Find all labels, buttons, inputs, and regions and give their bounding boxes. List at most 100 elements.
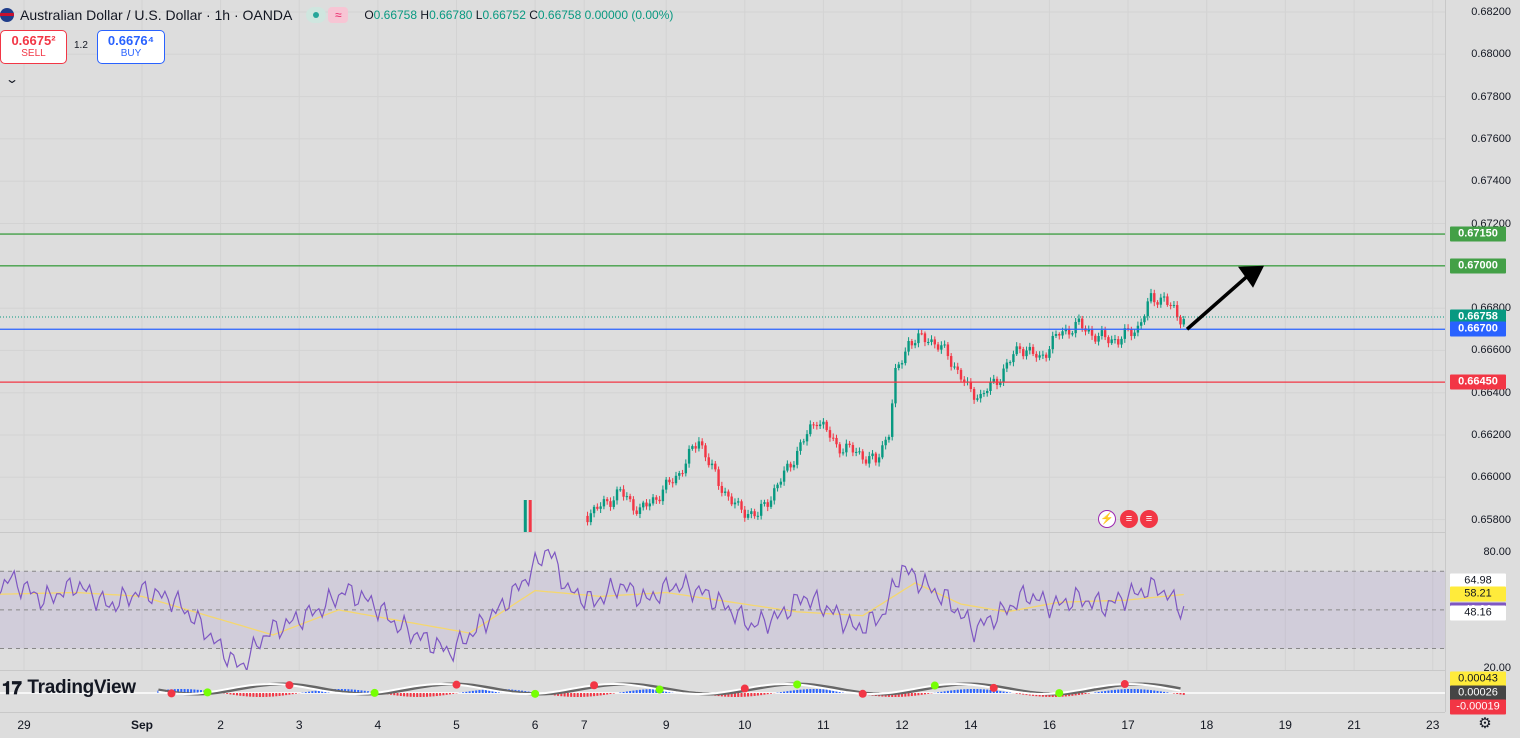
macd-histogram-bar <box>809 689 811 693</box>
candle-body <box>1038 355 1040 357</box>
candle-body <box>639 507 641 514</box>
aud-usd-flag-icon <box>0 8 14 22</box>
candle-body <box>865 460 867 464</box>
macd-histogram-bar <box>760 693 762 695</box>
macd-histogram-bar <box>410 693 412 697</box>
candle-body <box>940 345 942 349</box>
macd-histogram-bar <box>1183 693 1185 695</box>
price-level-badge: 0.67150 <box>1450 227 1506 242</box>
macd-histogram-bar <box>426 693 428 697</box>
candle-body <box>920 333 922 334</box>
candle-body <box>904 352 906 363</box>
macd-cross-dot <box>793 680 801 688</box>
candle-body <box>1061 331 1063 335</box>
macd-histogram-bar <box>1016 693 1018 694</box>
macd-histogram-bar <box>419 693 421 697</box>
candle-body <box>1117 339 1119 344</box>
macd-histogram-bar <box>482 690 484 693</box>
candle-body <box>907 341 909 352</box>
time-tick-label: 14 <box>964 718 977 732</box>
sell-label: SELL <box>1 48 66 59</box>
macd-histogram-bar <box>986 690 988 693</box>
macd-cross-dot <box>590 681 598 689</box>
candle-body <box>1120 339 1122 345</box>
candle-body <box>937 344 939 349</box>
candle-body <box>812 424 814 425</box>
pane-divider-rsi[interactable] <box>0 532 1520 533</box>
us-flag-icon[interactable]: ≡ <box>1120 510 1138 528</box>
price-tick-label: 0.66600 <box>1471 344 1511 356</box>
time-tick-label: 19 <box>1279 718 1292 732</box>
candle-body <box>1176 305 1178 317</box>
macd-histogram-bar <box>269 693 271 697</box>
macd-histogram-bar <box>803 689 805 693</box>
replay-icon[interactable]: ≈ <box>328 7 348 23</box>
macd-histogram-bar <box>462 692 464 693</box>
market-status-icon[interactable] <box>306 7 326 23</box>
candle-body <box>593 507 595 513</box>
macd-histogram-bar <box>275 693 277 696</box>
price-tick-label: 0.65800 <box>1471 514 1511 526</box>
rsi-pane[interactable] <box>0 533 1445 671</box>
candle-body <box>848 444 850 445</box>
macd-histogram-bar <box>819 689 821 693</box>
candle-body <box>685 464 687 474</box>
macd-histogram-bar <box>1084 693 1086 694</box>
candle-body <box>858 451 860 452</box>
candle-body <box>1133 333 1135 336</box>
candle-body <box>799 442 801 451</box>
macd-histogram-bar <box>626 691 628 693</box>
price-pane[interactable] <box>0 0 1445 533</box>
macd-histogram-bar <box>1114 690 1116 693</box>
macd-histogram-bar <box>1160 691 1162 693</box>
pane-divider-macd[interactable] <box>0 670 1520 671</box>
macd-histogram-bar <box>1101 691 1103 693</box>
macd-cross-dot <box>656 686 664 694</box>
macd-histogram-bar <box>423 693 425 697</box>
candle-body <box>599 506 601 508</box>
sell-button[interactable]: 0.6675² SELL <box>0 30 67 64</box>
candle-body <box>888 437 890 440</box>
macd-histogram-bar <box>433 693 435 696</box>
macd-histogram-bar <box>256 693 258 697</box>
candle-body <box>1025 350 1027 356</box>
macd-histogram-bar <box>953 690 955 693</box>
macd-histogram-bar <box>272 693 274 697</box>
candle-body <box>1150 293 1152 301</box>
candle-body <box>803 441 805 442</box>
macd-histogram-bar <box>963 689 965 693</box>
buy-button[interactable]: 0.6676⁴ BUY <box>97 30 165 64</box>
macd-histogram-bar <box>583 693 585 697</box>
candle-body <box>645 503 647 507</box>
macd-pane[interactable] <box>0 671 1445 712</box>
candle-body <box>1173 305 1175 306</box>
macd-histogram-bar <box>1098 692 1100 693</box>
candle-body <box>1019 346 1021 349</box>
candle-body <box>717 469 719 486</box>
candle-body <box>829 430 831 438</box>
macd-histogram-bar <box>469 691 471 693</box>
chart-settings-icon[interactable]: ⚙ <box>1475 714 1495 734</box>
macd-histogram-bar <box>606 693 608 695</box>
macd-histogram-bar <box>564 693 566 696</box>
macd-histogram-bar <box>249 693 251 697</box>
candle-body <box>701 441 703 445</box>
macd-histogram-bar <box>472 691 474 693</box>
tradingview-logo[interactable]: 𝟏𝟕 TradingView <box>2 677 136 699</box>
candle-body <box>688 449 690 464</box>
news-flash-icon[interactable]: ⚡ <box>1098 510 1116 528</box>
us-flag-icon[interactable]: ≡ <box>1140 510 1158 528</box>
candle-body <box>979 394 981 398</box>
candle-body <box>793 465 795 468</box>
candle-body <box>658 500 660 501</box>
candle-body <box>609 501 611 507</box>
chart-canvas[interactable] <box>0 0 1445 712</box>
symbol-title[interactable]: Australian Dollar / U.S. Dollar · 1h · O… <box>20 7 292 23</box>
macd-histogram-bar <box>619 692 621 693</box>
macd-value-badge: -0.00019 <box>1450 700 1506 715</box>
candle-body <box>894 368 896 403</box>
chevron-down-icon[interactable]: ⌄ <box>5 72 19 86</box>
candle-body <box>1058 334 1060 335</box>
